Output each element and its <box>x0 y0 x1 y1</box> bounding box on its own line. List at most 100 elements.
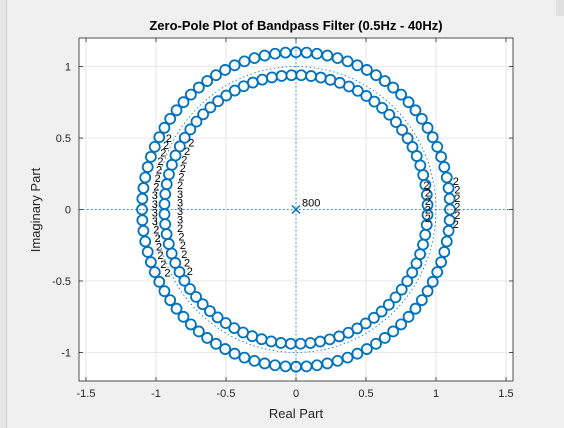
x-axis-label: Real Part <box>269 406 324 421</box>
zero-marker <box>204 305 216 318</box>
y-tick-label: 1 <box>65 62 71 74</box>
zero-marker <box>173 266 186 278</box>
zero-marker <box>360 90 373 102</box>
multiplicity-label: 2 <box>163 140 169 152</box>
zero-marker <box>426 131 439 144</box>
zero-marker <box>440 171 453 184</box>
zero-marker <box>210 337 222 350</box>
multiplicity-label: 2 <box>181 154 187 166</box>
multiplicity-label: 3 <box>177 215 183 227</box>
zero-marker <box>141 246 154 258</box>
zero-marker <box>359 317 372 330</box>
zero-marker <box>201 332 214 344</box>
zero-marker <box>219 317 232 329</box>
zero-marker <box>177 310 190 323</box>
zero-marker <box>360 343 373 355</box>
zero-marker <box>192 81 205 94</box>
multiplicity-label: 2 <box>425 196 431 208</box>
zero-marker <box>210 69 222 82</box>
zero-marker <box>141 161 154 173</box>
zero-marker <box>192 325 205 338</box>
zero-marker <box>378 332 391 344</box>
zero-marker <box>395 88 408 101</box>
zero-marker <box>367 311 380 324</box>
multiplicity-label: 2 <box>156 164 162 176</box>
zero-marker <box>184 318 197 331</box>
zero-markers <box>136 46 456 373</box>
axis-ticks: -1.5 -1 -0.5 0 0.5 1 1.5 -1 -0.5 0 0.5 1 <box>52 38 514 400</box>
zero-marker <box>382 298 395 311</box>
zero-marker <box>144 150 157 163</box>
multiplicity-label: 2 <box>454 202 460 214</box>
multiplicity-label: 3 <box>177 197 183 209</box>
zero-marker <box>341 55 354 68</box>
zero-marker <box>144 256 157 269</box>
zero-marker <box>435 150 448 163</box>
zero-marker <box>415 294 428 307</box>
multiplicity-label: 2 <box>178 172 184 184</box>
zero-marker <box>184 283 196 295</box>
y-tick-label: -0.5 <box>52 276 71 288</box>
zero-marker <box>177 96 190 109</box>
pole-markers: 800 <box>291 198 320 214</box>
x-tick-label: -1 <box>151 388 161 400</box>
multiplicity-label: 2 <box>153 182 159 194</box>
x-tick-label: 0.5 <box>358 388 373 400</box>
zero-marker <box>228 347 241 360</box>
multiplicity-label: 2 <box>157 250 163 262</box>
zero-marker <box>351 59 364 72</box>
zero-marker <box>351 322 364 335</box>
zero-marker <box>426 275 439 288</box>
zero-marker <box>396 124 408 136</box>
multiplicity-label: 2 <box>454 210 460 222</box>
chart-title: Zero-Pole Plot of Bandpass Filter (0.5Hz… <box>149 18 442 33</box>
zero-marker <box>387 325 400 338</box>
zero-marker <box>228 84 241 97</box>
multiplicity-label: 2 <box>157 156 163 168</box>
multiplicity-label: 3 <box>177 206 183 218</box>
zero-marker <box>370 69 382 82</box>
multiplicity-label: 3 <box>152 190 158 202</box>
zero-marker <box>402 96 415 109</box>
zero-marker <box>158 121 171 134</box>
zero-marker <box>390 116 402 129</box>
y-axis-label: Imaginary Part <box>28 167 43 252</box>
x-tick-label: 1.5 <box>498 388 513 400</box>
multiplicity-label: 2 <box>423 180 429 192</box>
zero-marker <box>158 285 171 298</box>
multiplicity-label: 2 <box>166 133 172 145</box>
zero-marker <box>402 310 415 323</box>
zero-marker <box>164 112 177 125</box>
zero-marker <box>219 343 232 355</box>
multiplicity-label: 2 <box>187 266 193 278</box>
zero-marker <box>178 274 191 287</box>
zero-marker <box>409 104 422 117</box>
zero-marker <box>212 95 225 108</box>
zero-marker <box>421 208 434 221</box>
window-left-edge <box>0 0 7 428</box>
zero-marker <box>148 140 161 153</box>
pole-multiplicity-label: 800 <box>302 198 320 210</box>
multiplicity-label: 2 <box>180 163 186 175</box>
x-tick-label: -0.5 <box>217 388 236 400</box>
zero-marker <box>197 108 210 121</box>
zero-marker <box>421 121 434 134</box>
multiplicity-label: 3 <box>152 207 158 219</box>
zero-marker <box>228 59 241 72</box>
zero-marker <box>395 318 408 331</box>
multiplicity-label: 2 <box>425 213 431 225</box>
multiplicity-label: 2 <box>177 180 183 192</box>
zero-marker <box>178 131 191 144</box>
multiplicity-label: 2 <box>160 259 166 271</box>
multiplicity-label: 2 <box>454 193 460 205</box>
zero-marker <box>406 141 419 153</box>
multiplicity-label: 2 <box>178 232 184 244</box>
window-right-edge <box>556 0 564 16</box>
zero-marker <box>331 354 344 367</box>
multiplicity-labels: 2222222333322222222222233332222222222222… <box>152 133 461 279</box>
zero-marker <box>220 89 233 102</box>
zero-marker <box>375 305 388 318</box>
x-tick-label: 0 <box>293 388 299 400</box>
zero-marker <box>139 235 152 248</box>
